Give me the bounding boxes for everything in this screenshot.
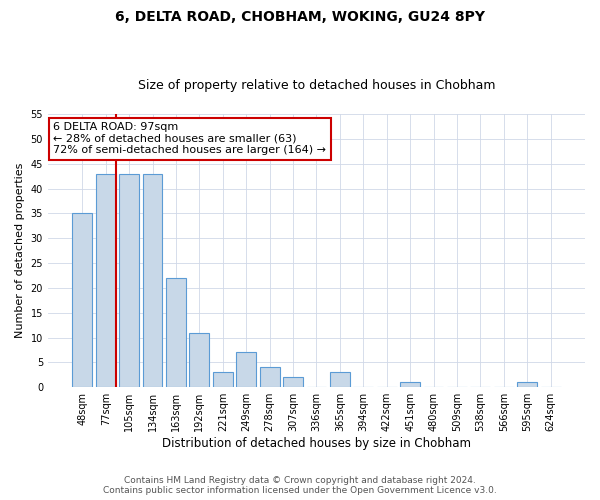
Text: 6, DELTA ROAD, CHOBHAM, WOKING, GU24 8PY: 6, DELTA ROAD, CHOBHAM, WOKING, GU24 8PY	[115, 10, 485, 24]
Bar	[96, 174, 116, 387]
Bar	[283, 378, 303, 387]
Bar	[330, 372, 350, 387]
Bar	[517, 382, 537, 387]
Bar	[119, 174, 139, 387]
Bar	[213, 372, 233, 387]
Bar	[236, 352, 256, 387]
Bar	[73, 214, 92, 387]
Bar	[190, 332, 209, 387]
Text: Contains HM Land Registry data © Crown copyright and database right 2024.
Contai: Contains HM Land Registry data © Crown c…	[103, 476, 497, 495]
X-axis label: Distribution of detached houses by size in Chobham: Distribution of detached houses by size …	[162, 437, 471, 450]
Bar	[260, 368, 280, 387]
Title: Size of property relative to detached houses in Chobham: Size of property relative to detached ho…	[138, 79, 495, 92]
Bar	[166, 278, 186, 387]
Text: 6 DELTA ROAD: 97sqm
← 28% of detached houses are smaller (63)
72% of semi-detach: 6 DELTA ROAD: 97sqm ← 28% of detached ho…	[53, 122, 326, 156]
Y-axis label: Number of detached properties: Number of detached properties	[15, 163, 25, 338]
Bar	[400, 382, 420, 387]
Bar	[143, 174, 163, 387]
